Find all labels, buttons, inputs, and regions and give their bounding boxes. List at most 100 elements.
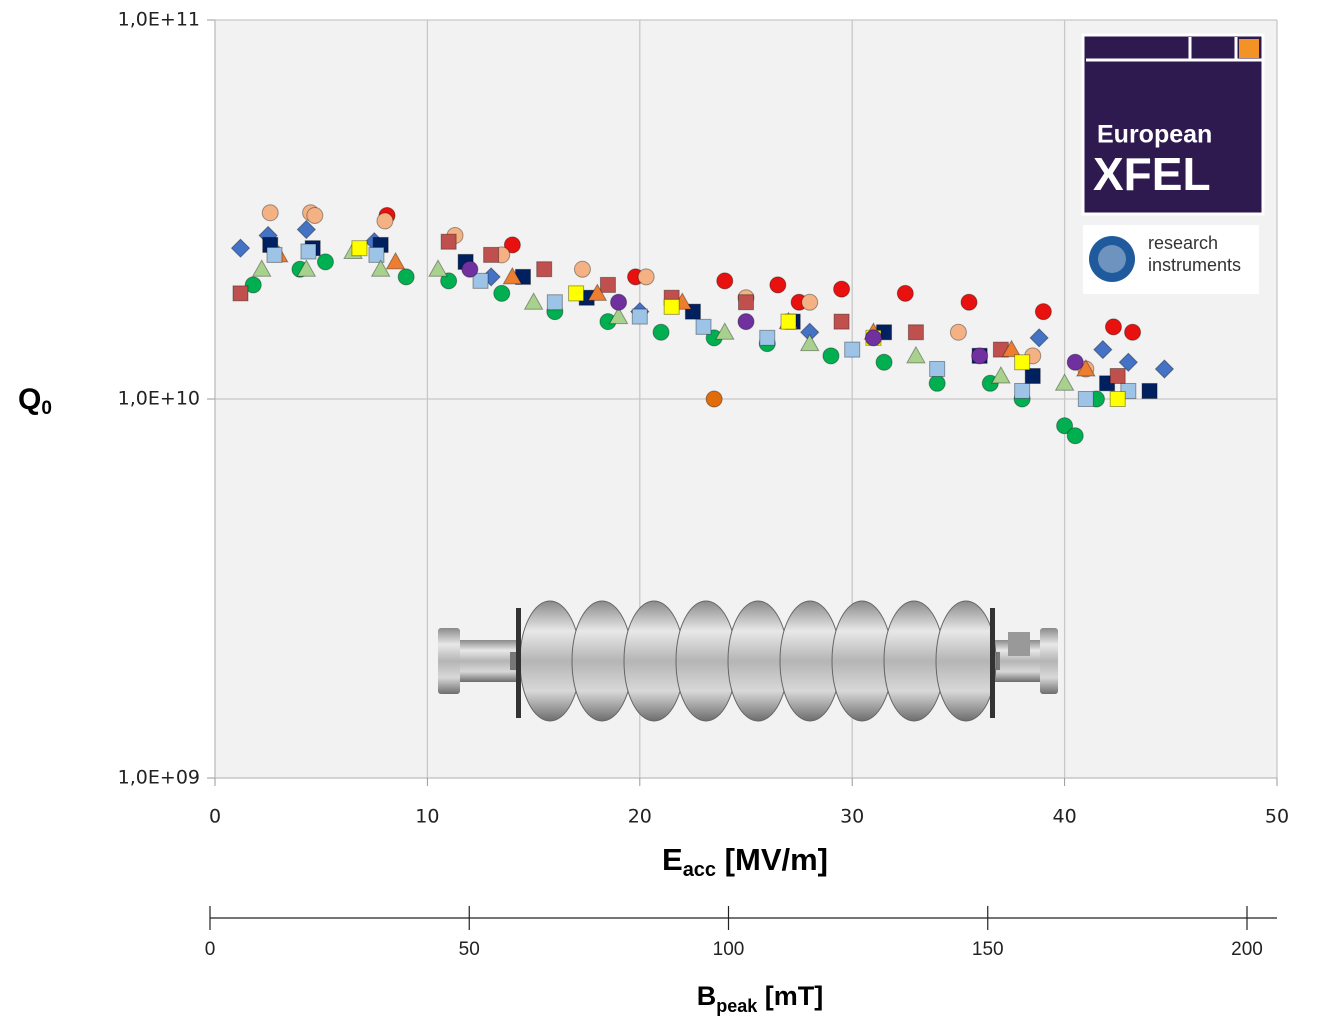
point [300,243,317,260]
point [232,285,249,302]
x-axis-title: Eacc [MV/m] [662,842,828,881]
x2-title-sub: peak [716,996,758,1016]
y-title-main: Q [18,383,41,416]
point [397,268,415,286]
point [663,298,680,315]
logo-text: European [1097,121,1212,149]
x2-tick-label: 200 [1231,939,1263,960]
point [705,390,723,408]
point [928,374,946,392]
point [652,323,670,341]
point [573,260,591,278]
point [1075,358,1096,377]
point [376,212,394,230]
point [1141,382,1158,399]
point [502,266,523,285]
point [1014,382,1031,399]
point [960,293,978,311]
point [230,238,251,258]
x2-tick-label: 0 [205,939,216,960]
point [296,219,317,240]
point [261,204,279,222]
point [523,292,544,310]
y-title-sub: 0 [41,398,52,419]
point [1066,427,1084,445]
point [483,246,500,263]
point [1118,352,1139,372]
point [251,259,272,277]
x2-title-main: B [697,981,717,1011]
point [929,360,946,377]
x-tick-label: 10 [415,806,439,828]
cavity-image [438,600,1058,722]
point [599,276,616,293]
point [833,313,850,330]
point [1034,303,1052,321]
point [370,259,391,277]
point [949,323,967,341]
x2-title-rest: [mT] [757,981,823,1011]
x-tick-label: 0 [209,806,221,828]
point [546,294,563,311]
point [351,240,368,257]
point [1029,328,1049,348]
logo-text: instruments [1148,255,1241,275]
point [875,353,893,371]
point [896,284,914,302]
point [472,272,489,289]
point [833,280,851,298]
point [822,347,840,365]
point [428,259,448,277]
x-tick-label: 40 [1053,806,1077,828]
x2-tick-label: 50 [459,939,480,960]
point [440,272,458,290]
point [1077,391,1094,407]
point [568,285,585,302]
point [991,365,1011,384]
point [714,322,735,340]
x-title-rest: [MV/m] [716,842,828,877]
point [1124,323,1142,341]
point [716,272,734,290]
x-tick-label: 50 [1265,806,1289,828]
point [296,259,317,277]
point [864,329,882,347]
point [1154,359,1175,379]
point [1024,367,1041,384]
point [906,345,926,364]
x-tick-label: 20 [628,806,652,828]
point [695,318,712,335]
x-title-sub: acc [683,859,716,881]
y-axis-title: Q0 [18,383,52,419]
point [637,268,655,286]
point [1014,354,1031,371]
point [844,341,861,358]
y-tick-label: 1,0E+10 [118,388,200,410]
point [536,261,553,278]
logo-text: XFEL [1093,148,1211,200]
x2-axis-title: Bpeak [mT] [697,981,824,1016]
point [1066,353,1084,371]
point [799,333,820,352]
point [1056,417,1074,435]
point [737,313,755,331]
point [440,233,457,250]
y-tick-label: 1,0E+11 [118,9,200,31]
point [608,306,629,325]
point [1109,391,1126,407]
point [1109,367,1126,384]
point [1054,373,1075,391]
xfel-logo: European XFEL [1081,33,1265,216]
point [631,308,648,325]
point [971,347,989,365]
x2-tick-label: 150 [972,939,1004,960]
point [316,253,334,271]
point [801,293,819,311]
point [759,329,776,346]
logo-text: research [1148,233,1218,253]
point [503,236,521,254]
point [780,313,797,330]
point [385,251,406,270]
